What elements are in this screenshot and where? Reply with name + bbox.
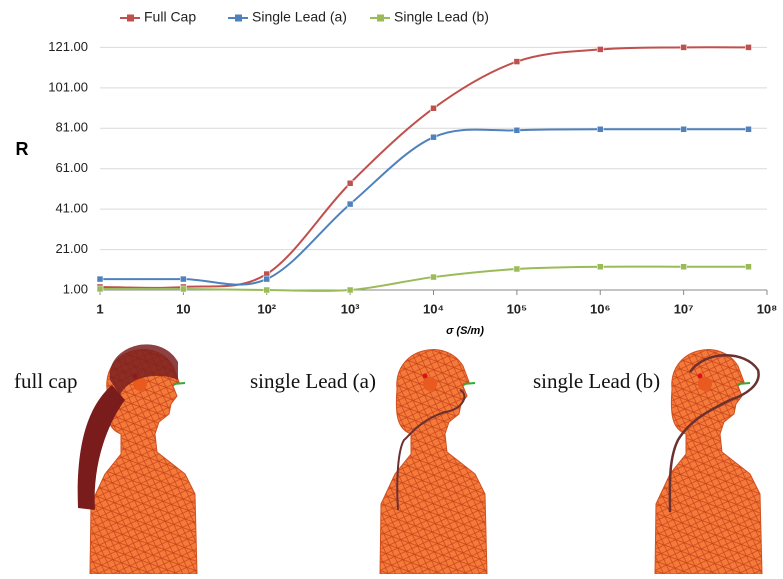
y-tick-label: 1.00	[63, 281, 88, 296]
panel-label: single Lead (a)	[250, 369, 376, 393]
x-tick-label: 10⁶	[590, 301, 610, 316]
y-tick-label: 61.00	[55, 160, 88, 175]
data-point	[746, 44, 752, 50]
y-tick-label: 41.00	[55, 201, 88, 216]
data-point	[431, 105, 437, 111]
data-point	[347, 287, 353, 293]
x-tick-label: 10³	[341, 301, 360, 316]
y-tick-label: 81.00	[55, 120, 88, 135]
legend-marker	[235, 15, 242, 22]
panel-label: single Lead (b)	[533, 369, 660, 393]
x-tick-label: 10⁷	[674, 301, 694, 316]
y-tick-label: 121.00	[48, 39, 88, 54]
panel-full-cap: full cap	[14, 344, 197, 574]
data-point	[514, 266, 520, 272]
legend-label: Full Cap	[144, 9, 196, 25]
data-point	[597, 126, 603, 132]
data-point	[347, 201, 353, 207]
figure: full cap single Lead (a) single Lead (b)…	[0, 0, 783, 574]
data-point	[97, 276, 103, 282]
x-tick-label: 10	[176, 301, 190, 316]
y-tick-label: 101.00	[48, 79, 88, 94]
data-point	[597, 46, 603, 52]
data-point	[97, 286, 103, 292]
panel-single-lead-a: single Lead (a)	[250, 350, 487, 574]
x-axis-label: σ (S/m)	[446, 325, 484, 337]
legend-marker	[377, 15, 384, 22]
data-point	[514, 59, 520, 65]
x-tick-label: 10⁵	[507, 301, 528, 316]
data-point	[347, 180, 353, 186]
x-tick-label: 10²	[257, 301, 276, 316]
data-point	[431, 274, 437, 280]
plot: 1.00 21.00 41.00 61.00 81.00 101.00 121.00 1 10 1…	[16, 9, 778, 337]
legend-label: Single Lead (a)	[252, 9, 347, 25]
data-point	[746, 126, 752, 132]
x-tick-label: 1	[96, 301, 103, 316]
data-point	[681, 264, 687, 270]
data-point	[180, 286, 186, 292]
panel-label: full cap	[14, 369, 78, 393]
data-point	[597, 264, 603, 270]
data-point	[746, 264, 752, 270]
data-point	[264, 276, 270, 282]
legend-marker	[127, 15, 134, 22]
x-tick-label: 10⁸	[757, 301, 778, 316]
data-point	[431, 134, 437, 140]
y-axis-label: R	[16, 139, 29, 159]
data-point	[681, 126, 687, 132]
series-line	[100, 129, 749, 284]
legend-label: Single Lead (b)	[394, 9, 489, 25]
series-line	[100, 47, 749, 288]
y-tick-label: 21.00	[55, 241, 88, 256]
data-point	[180, 276, 186, 282]
data-point	[681, 44, 687, 50]
x-tick-label: 10⁴	[423, 301, 444, 316]
data-point	[514, 127, 520, 133]
panel-single-lead-b: single Lead (b)	[533, 350, 762, 574]
data-point	[264, 287, 270, 293]
